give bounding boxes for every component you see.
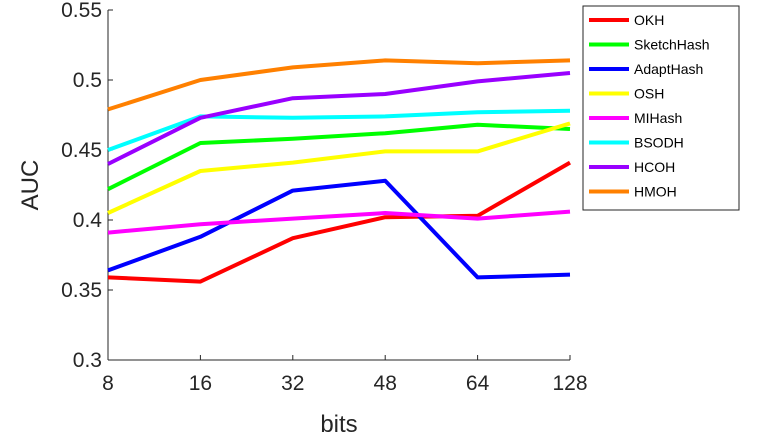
- legend-label-hmoh: HMOH: [634, 184, 677, 200]
- y-tick-label: 0.4: [73, 209, 103, 232]
- legend-label-bsodh: BSODH: [634, 135, 684, 151]
- legend-label-hcoh: HCOH: [634, 159, 675, 175]
- x-tick-label: 128: [552, 372, 587, 395]
- legend-label-sketchhash: SketchHash: [634, 37, 709, 53]
- y-axis-title: AUC: [17, 160, 44, 211]
- legend-label-mihash: MIHash: [634, 110, 682, 126]
- series-line-adapthash: [107, 178, 571, 280]
- x-tick-labels: 8 16 32 48 64 128: [102, 372, 587, 395]
- legend-label-okh: OKH: [634, 12, 664, 28]
- x-tick-label: 48: [374, 372, 397, 395]
- series-line-hcoh: [107, 71, 571, 166]
- legend-label-osh: OSH: [634, 86, 664, 102]
- legend-box: [582, 5, 740, 211]
- series-line-mihash: [107, 209, 571, 235]
- x-tick-label: 64: [466, 372, 490, 395]
- y-tick-label: 0.45: [61, 139, 102, 162]
- y-tick-label: 0.5: [73, 69, 102, 92]
- y-tick-label: 0.3: [73, 349, 102, 372]
- y-tick-labels: 0.3 0.35 0.4 0.45 0.5 0.55: [61, 0, 102, 372]
- series-line-osh: [107, 121, 571, 215]
- x-tick-label: 8: [102, 372, 114, 395]
- series-line-bsodh: [107, 108, 571, 152]
- legend-label-adapthash: AdaptHash: [634, 61, 703, 77]
- series-line-hmoh: [107, 58, 571, 112]
- legend: OKH SketchHash AdaptHash OSH MIHash BSODH HCOH…: [582, 5, 740, 211]
- x-tick-label: 32: [281, 372, 304, 395]
- series-line-okh: [107, 160, 571, 284]
- series-lines: [107, 58, 571, 284]
- y-tick-label: 0.55: [61, 0, 102, 22]
- x-tick-label: 16: [189, 372, 212, 395]
- x-axis-title: bits: [320, 411, 357, 438]
- y-tick-label: 0.35: [61, 279, 102, 302]
- series-line-sketchhash: [107, 122, 571, 191]
